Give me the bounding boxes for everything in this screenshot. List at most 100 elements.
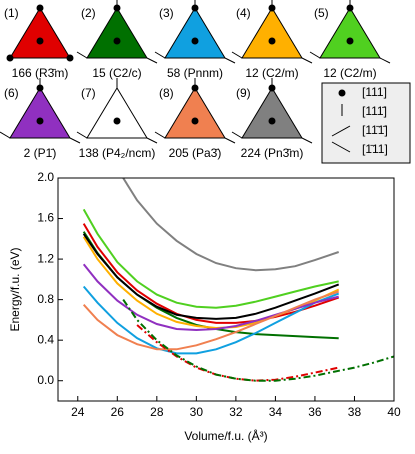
y-tick-label: 1.2	[37, 251, 54, 265]
structure-panel: (3) 58 (Pnnm)	[154, 0, 236, 80]
series-line	[82, 290, 340, 351]
vertex-spin	[146, 57, 158, 64]
vertex-spin	[231, 131, 243, 139]
vertex-spin	[154, 131, 166, 139]
series-line	[82, 233, 340, 320]
legend-line	[331, 141, 351, 153]
vertex-spin	[224, 137, 236, 144]
panel-index: (2)	[81, 6, 96, 20]
center-dot	[346, 37, 354, 45]
triangle-icon	[241, 87, 303, 139]
vertex-spin	[309, 51, 321, 59]
structure-panel: (9) 224 (Pn3̄m)	[231, 78, 313, 160]
legend-line	[331, 125, 351, 137]
triangle-icon	[9, 7, 71, 59]
vertex-dot	[346, 4, 354, 12]
panel-index: (5)	[314, 6, 329, 20]
x-tick-label: 34	[269, 405, 283, 419]
panel-label: 2 (P1̄)	[24, 146, 57, 160]
series-line	[122, 178, 340, 272]
center-dot	[36, 117, 44, 125]
structure-panel: (6) 2 (P1̄)	[0, 78, 81, 160]
direction-label: [11̄1̄]	[362, 123, 388, 137]
triangle-icon	[241, 7, 303, 59]
panel-index: (1)	[4, 6, 19, 20]
triangle-icon	[164, 87, 226, 139]
vertex-spin	[224, 57, 236, 64]
vertex-spin	[301, 57, 313, 64]
structure-panel: (2) 15 (C2/c)	[76, 0, 158, 80]
direction-label: [111̄]	[362, 104, 387, 118]
plot-frame	[57, 177, 395, 402]
panel-label: 224 (Pn3̄m)	[241, 146, 304, 160]
series-line	[122, 299, 394, 382]
panel-label: 58 (Pnnm)	[167, 66, 223, 80]
vertex-spin	[154, 51, 166, 59]
x-tick-label: 36	[308, 405, 322, 419]
triangle-icon	[9, 87, 71, 139]
panel-index: (8)	[159, 86, 174, 100]
series-line	[82, 208, 339, 309]
direction-label: [111]	[362, 85, 387, 99]
panel-label: 166 (R3̄m)	[12, 66, 69, 80]
triangle-icon	[319, 7, 381, 59]
series-line	[82, 223, 340, 324]
vertex-dot	[191, 4, 199, 12]
x-tick-label: 26	[111, 405, 125, 419]
direction-label: [1̄11]	[362, 142, 388, 156]
vertex-dot	[191, 84, 199, 92]
x-tick-label: 40	[387, 405, 401, 419]
y-tick-label: 0.0	[37, 373, 54, 387]
panel-index: (7)	[81, 86, 96, 100]
center-dot	[113, 37, 121, 45]
center-dot	[268, 37, 276, 45]
vertex-dot	[36, 4, 44, 12]
vertex-dot	[268, 4, 276, 12]
x-axis-label: Volume/f.u. (Å³)	[184, 428, 267, 443]
center-dot	[191, 117, 199, 125]
series-line	[82, 263, 339, 332]
panel-index: (4)	[236, 6, 251, 20]
x-tick-label: 38	[348, 405, 362, 419]
panel-label: 12 (C2/m)	[323, 66, 376, 80]
series-line	[82, 285, 340, 355]
structure-panel: (8) 205 (Pa3̄)	[154, 78, 236, 160]
vertex-spin	[379, 57, 391, 64]
panel-label: 12 (C2/m)	[245, 66, 298, 80]
center-dot	[268, 117, 276, 125]
legend-dot	[338, 89, 346, 97]
vertex-dot	[268, 84, 276, 92]
structure-panel: (1) 166 (R3̄m)	[4, 4, 74, 80]
vertex-spin	[231, 51, 243, 59]
panel-index: (3)	[159, 6, 174, 20]
y-tick-label: 0.4	[37, 332, 54, 346]
x-tick-label: 24	[71, 405, 85, 419]
structure-panel: (4) 12 (C2/m)	[231, 0, 313, 80]
center-dot	[113, 117, 121, 125]
y-tick-label: 1.6	[37, 211, 54, 225]
vertex-dot	[113, 4, 121, 12]
y-axis-label: Energy/f.u. (eV)	[8, 247, 22, 331]
triangle-icon	[164, 7, 226, 59]
vertex-spin	[76, 51, 88, 59]
vertex-spin	[76, 131, 88, 139]
vertex-spin	[69, 137, 81, 144]
panel-label: 15 (C2/c)	[92, 66, 141, 80]
panel-index: (6)	[4, 86, 19, 100]
x-tick-label: 32	[229, 405, 243, 419]
panel-label: 138 (P4₂/ncm)	[79, 146, 156, 160]
triangle-icon	[86, 7, 148, 59]
center-dot	[36, 37, 44, 45]
panel-label: 205 (Pa3̄)	[169, 146, 222, 160]
x-tick-label: 28	[150, 405, 164, 419]
vertex-spin	[0, 131, 11, 139]
y-tick-label: 0.8	[37, 292, 54, 306]
structure-panel: (7) 138 (P4₂/ncm)	[76, 78, 158, 160]
panel-index: (9)	[236, 86, 251, 100]
x-tick-label: 30	[190, 405, 204, 419]
direction-legend-box	[321, 82, 411, 164]
series-line	[136, 324, 339, 382]
y-tick-label: 2.0	[37, 170, 54, 184]
structure-panel: (5) 12 (C2/m)	[309, 0, 391, 80]
